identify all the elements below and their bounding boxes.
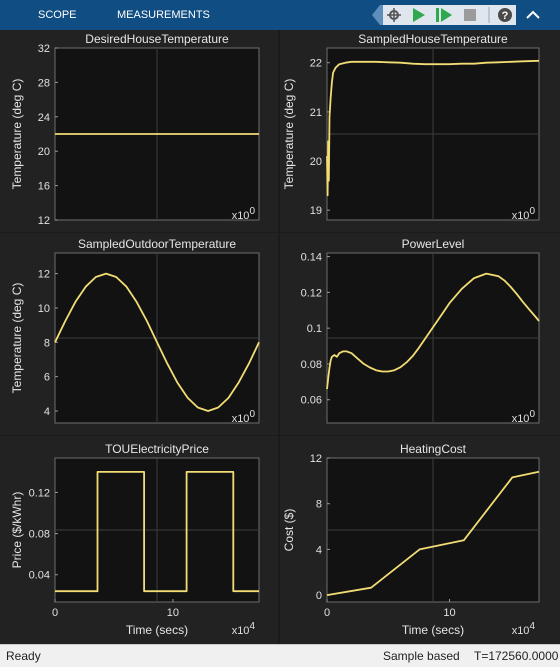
y-tick-label: 8 bbox=[316, 499, 322, 511]
chart-title: PowerLevel bbox=[402, 237, 465, 251]
toolbar-separator-arrow bbox=[372, 5, 383, 25]
x-exponent-power: 4 bbox=[529, 621, 535, 632]
x-exponent-power: 0 bbox=[249, 206, 255, 217]
chart-title: DesiredHouseTemperature bbox=[85, 32, 229, 46]
y-tick-label: 0.06 bbox=[301, 395, 322, 407]
y-tick-label: 4 bbox=[44, 406, 50, 418]
y-tick-label: 0.08 bbox=[29, 529, 50, 541]
stop-icon[interactable] bbox=[464, 9, 476, 21]
step-forward-icon[interactable] bbox=[436, 8, 452, 22]
y-tick-label: 20 bbox=[38, 146, 50, 158]
y-tick-label: 0.08 bbox=[301, 359, 322, 371]
y-tick-label: 12 bbox=[38, 215, 50, 227]
x-exponent-power: 0 bbox=[529, 206, 535, 217]
x-axis-label: Time (secs) bbox=[126, 623, 188, 637]
y-tick-label: 0.12 bbox=[29, 487, 50, 499]
chart-title: SampledOutdoorTemperature bbox=[78, 237, 236, 251]
series-line bbox=[326, 272, 540, 390]
x-tick-label: 0 bbox=[52, 607, 58, 619]
y-tick-label: 20 bbox=[310, 156, 322, 168]
series-line bbox=[326, 59, 540, 197]
svg-text:?: ? bbox=[502, 10, 509, 22]
x-exponent-power: 4 bbox=[249, 621, 255, 632]
series-line bbox=[55, 471, 259, 593]
y-axis-label: Temperature (deg C) bbox=[10, 283, 24, 394]
series-line bbox=[326, 470, 540, 596]
y-tick-label: 0.1 bbox=[307, 323, 322, 335]
y-axis-label: Temperature (deg C) bbox=[282, 79, 296, 190]
y-tick-label: 22 bbox=[310, 58, 322, 70]
status-bar: Ready Sample based T=172560.0000 bbox=[0, 644, 560, 667]
panel-sampled-outdoor-temperature: SampledOutdoorTemperature 4 6 8 10 12 Temperat… bbox=[0, 233, 278, 435]
x-tick-label: 10 bbox=[167, 607, 179, 619]
y-tick-label: 21 bbox=[310, 107, 322, 119]
chart-title: TOUElectricityPrice bbox=[105, 442, 209, 456]
y-tick-label: 0.04 bbox=[29, 570, 50, 582]
y-tick-label: 12 bbox=[310, 453, 322, 465]
panel-desired-house-temperature: DesiredHouseTemperature 12 16 20 24 28 32 Tempe… bbox=[0, 30, 278, 232]
y-tick-label: 32 bbox=[38, 43, 50, 55]
status-sim-time: T=172560.0000 bbox=[474, 649, 559, 663]
y-axis-label: Cost ($) bbox=[282, 509, 296, 552]
run-icon[interactable] bbox=[413, 8, 425, 22]
y-axis-label: Temperature (deg C) bbox=[10, 79, 24, 190]
toolbar-icons: ? bbox=[372, 5, 557, 25]
chart-title: HeatingCost bbox=[400, 442, 467, 456]
x-tick-label: 10 bbox=[443, 607, 455, 619]
series-line bbox=[54, 272, 260, 412]
x-axis-label: Time (secs) bbox=[402, 623, 464, 637]
tab-measurements[interactable]: MEASUREMENTS bbox=[117, 9, 210, 21]
y-tick-label: 0.12 bbox=[301, 287, 322, 299]
panel-sampled-house-temperature: SampledHouseTemperature 19 20 21 22 Temperatu… bbox=[280, 30, 560, 232]
scope-panels: DesiredHouseTemperature 12 16 20 24 28 32 Tempe… bbox=[0, 30, 560, 644]
x-exponent-power: 0 bbox=[529, 409, 535, 420]
y-axis-label: Price ($/kWhr) bbox=[10, 492, 24, 569]
tab-scope[interactable]: SCOPE bbox=[38, 9, 77, 21]
toolbar: SCOPE MEASUREMENTS ? bbox=[0, 0, 560, 30]
help-icon[interactable]: ? bbox=[498, 8, 512, 22]
y-tick-label: 28 bbox=[38, 77, 50, 89]
y-tick-label: 24 bbox=[38, 112, 50, 124]
x-tick-label: 0 bbox=[324, 607, 330, 619]
y-tick-label: 10 bbox=[38, 303, 50, 315]
y-tick-label: 19 bbox=[310, 205, 322, 217]
y-tick-label: 0.14 bbox=[301, 252, 322, 264]
collapse-icon[interactable] bbox=[521, 6, 557, 24]
status-ready: Ready bbox=[6, 649, 41, 663]
x-exponent-power: 0 bbox=[249, 409, 255, 420]
chart-title: SampledHouseTemperature bbox=[358, 32, 508, 46]
y-tick-label: 6 bbox=[44, 372, 50, 384]
panel-tou-electricity-price: TOUElectricityPrice 0.04 0.08 0.12 0 10 Price … bbox=[0, 436, 278, 644]
y-tick-label: 4 bbox=[316, 544, 322, 556]
y-tick-label: 0 bbox=[316, 590, 322, 602]
pin-icon[interactable] bbox=[387, 8, 401, 22]
y-tick-label: 16 bbox=[38, 181, 50, 193]
status-sample-mode: Sample based bbox=[383, 649, 460, 663]
y-tick-label: 8 bbox=[44, 337, 50, 349]
y-tick-label: 12 bbox=[38, 269, 50, 281]
